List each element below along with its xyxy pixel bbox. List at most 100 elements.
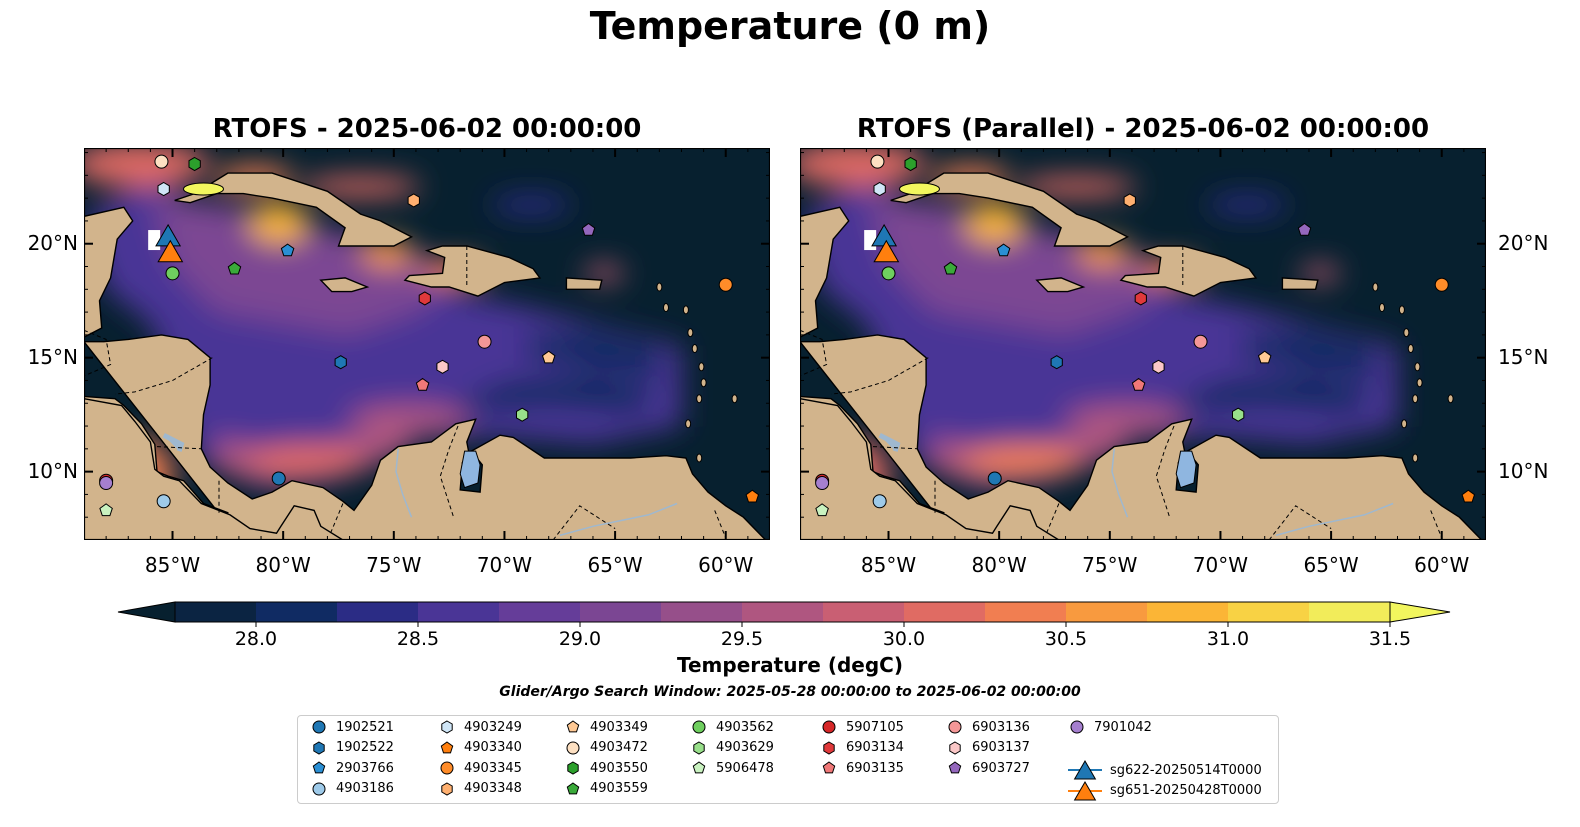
colorbar-segment xyxy=(499,602,581,622)
float-4903345 xyxy=(718,277,733,292)
cool-atlantic xyxy=(1207,194,1288,215)
legend-marker xyxy=(949,740,961,755)
y-tick-label-right: 20°N xyxy=(1498,230,1549,255)
country-border xyxy=(872,446,918,450)
y-tick-label-left: 20°N xyxy=(27,230,78,255)
glider-sg651-20250428T0000 xyxy=(873,239,900,263)
island xyxy=(696,453,703,463)
legend-item: 4903349 xyxy=(564,719,648,735)
country-border xyxy=(439,425,459,518)
legend-item: 4903550 xyxy=(564,760,648,776)
x-tick-label: 75°W xyxy=(1082,553,1138,577)
y-tick-label-right: 10°N xyxy=(1498,458,1549,483)
legend-marker xyxy=(312,720,326,734)
land xyxy=(84,148,767,540)
float-2903766 xyxy=(996,243,1011,257)
colorbar: 28.0 28.5 29.0 29.5 30.0 30.5 31.0 31.5 xyxy=(117,601,1451,650)
legend-marker xyxy=(693,740,705,755)
country-border xyxy=(552,505,616,540)
legend-label: 4903559 xyxy=(590,781,648,796)
island xyxy=(1407,344,1414,354)
circle-marker-icon xyxy=(692,720,706,734)
float-4903472 xyxy=(870,154,885,169)
float-6903135 xyxy=(415,377,430,391)
colorbar-tick-label: 28.5 xyxy=(397,628,439,650)
figure-title: Temperature (0 m) xyxy=(589,4,991,48)
pentagon-marker-icon xyxy=(566,720,580,733)
legend-label: 7901042 xyxy=(1094,719,1152,735)
legend-marker xyxy=(948,720,962,734)
float-6903134 xyxy=(418,291,431,306)
colorbar-tick-label: 31.0 xyxy=(1207,628,1249,650)
legend-label: sg622-20250514T0000 xyxy=(1110,762,1262,778)
legend-item: 2903766 xyxy=(310,760,394,776)
float-5906478 xyxy=(815,503,829,517)
legend-item: 5907105 xyxy=(820,719,904,735)
land-yucatan xyxy=(84,148,134,338)
float-4903349 xyxy=(1257,350,1272,364)
warm-nw-carib xyxy=(150,198,461,335)
legend-marker xyxy=(692,761,706,774)
pentagon-marker-icon xyxy=(312,761,326,774)
legend-label: 4903348 xyxy=(464,781,522,796)
island xyxy=(700,378,707,388)
circle-marker-icon xyxy=(312,782,326,795)
river xyxy=(1111,448,1129,518)
colorbar-tick-label: 31.5 xyxy=(1369,628,1411,650)
cuba-shelf-hot xyxy=(898,182,940,196)
float-4903348 xyxy=(1123,193,1136,208)
legend-marker xyxy=(312,761,326,774)
island xyxy=(696,394,703,404)
legend-label: 4903345 xyxy=(464,760,522,776)
legend-item: 6903135 xyxy=(820,760,904,776)
colorbar-segment xyxy=(985,602,1067,622)
temperature-field xyxy=(800,148,1398,517)
island xyxy=(1412,453,1419,463)
x-tick-label: 85°W xyxy=(144,553,201,577)
land-central xyxy=(84,334,767,540)
x-tick-label: 80°W xyxy=(255,553,311,577)
colorbar-tick-label: 30.5 xyxy=(1045,628,1087,650)
hot-spot-colombia xyxy=(349,405,470,434)
axes-frame xyxy=(84,148,770,540)
warm-bahamas xyxy=(1016,176,1137,197)
float-4903562 xyxy=(881,266,896,281)
legend-marker xyxy=(440,761,454,775)
float-6903137 xyxy=(1152,359,1165,374)
float-7901042 xyxy=(815,476,830,491)
colorbar-segment xyxy=(256,602,338,622)
land-puertorico xyxy=(1281,277,1319,291)
colorbar-segment xyxy=(742,602,824,622)
colorbar-tick-label: 30.0 xyxy=(883,628,925,650)
country-border xyxy=(830,357,929,395)
island xyxy=(698,362,705,372)
float-5906478 xyxy=(99,503,113,517)
float-4903559 xyxy=(943,261,958,275)
float-7901042 xyxy=(99,476,114,491)
warm-mona xyxy=(1300,265,1341,282)
map-content xyxy=(84,148,770,540)
float-6903137 xyxy=(436,359,449,374)
legend-marker xyxy=(566,741,580,754)
float-4903629 xyxy=(1232,407,1245,422)
island xyxy=(1416,378,1423,388)
search-window-note: Glider/Argo Search Window: 2025-05-28 00… xyxy=(499,684,1081,700)
float-6903134 xyxy=(1134,291,1147,306)
float-2903766 xyxy=(280,243,295,257)
float-4903349 xyxy=(541,350,556,364)
map-frame xyxy=(84,148,770,540)
cool-upwelling xyxy=(1154,373,1376,415)
left-panel-title: RTOFS - 2025-06-02 00:00:00 xyxy=(212,114,642,144)
legend-item: 1902522 xyxy=(310,740,394,756)
lake-nicaragua xyxy=(878,432,901,452)
circle-marker-icon xyxy=(566,741,580,754)
triangle-marker-icon xyxy=(1068,760,1102,780)
land-puertorico xyxy=(565,277,603,291)
legend-item: 6903136 xyxy=(946,719,1030,735)
hot-spot-gulf xyxy=(800,148,926,186)
triangle-marker-icon xyxy=(1068,780,1102,800)
float-4903340 xyxy=(1461,489,1476,503)
island xyxy=(731,394,738,404)
hexagon-marker-icon xyxy=(567,761,579,775)
float-4903186 xyxy=(872,494,887,509)
